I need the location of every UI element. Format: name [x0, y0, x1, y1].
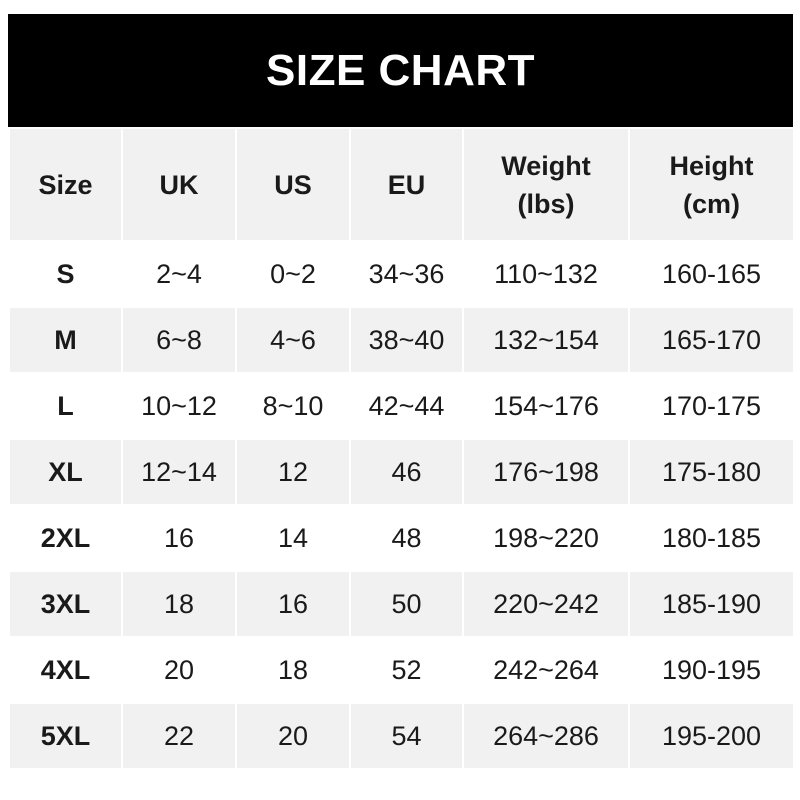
table-cell: 54: [349, 702, 464, 770]
size-label: 5XL: [8, 702, 123, 770]
size-label: 4XL: [8, 636, 123, 704]
column-header: US: [235, 127, 351, 242]
table-cell: 180-185: [628, 504, 795, 572]
table-row: 3XL 18 16 50 220~242 185-190: [8, 570, 795, 638]
table-cell: 198~220: [462, 504, 630, 572]
table-cell: 4~6: [235, 306, 351, 374]
table-cell: 38~40: [349, 306, 464, 374]
table-cell: 0~2: [235, 240, 351, 308]
column-header: EU: [349, 127, 464, 242]
table-cell: 50: [349, 570, 464, 638]
table-cell: 242~264: [462, 636, 630, 704]
table-cell: 16: [121, 504, 237, 572]
table-cell: 220~242: [462, 570, 630, 638]
size-label: L: [8, 372, 123, 440]
header-row: Size UK US EU Weight (lbs) Height (cm): [8, 127, 795, 242]
table-row: L 10~12 8~10 42~44 154~176 170-175: [8, 372, 795, 440]
table-row: XL 12~14 12 46 176~198 175-180: [8, 438, 795, 506]
table-cell: 154~176: [462, 372, 630, 440]
table-row: S 2~4 0~2 34~36 110~132 160-165: [8, 240, 795, 308]
table-cell: 12: [235, 438, 351, 506]
table-cell: 185-190: [628, 570, 795, 638]
table-row: 5XL 22 20 54 264~286 195-200: [8, 702, 795, 770]
table-cell: 20: [235, 702, 351, 770]
size-chart-table: Size UK US EU Weight (lbs) Height (cm) S 2~4 0~…: [8, 127, 795, 770]
table-cell: 110~132: [462, 240, 630, 308]
table-cell: 8~10: [235, 372, 351, 440]
table-cell: 22: [121, 702, 237, 770]
column-header: Height (cm): [628, 127, 795, 242]
table-row: M 6~8 4~6 38~40 132~154 165-170: [8, 306, 795, 374]
table-cell: 18: [235, 636, 351, 704]
size-label: M: [8, 306, 123, 374]
table-cell: 20: [121, 636, 237, 704]
table-row: 2XL 16 14 48 198~220 180-185: [8, 504, 795, 572]
column-header: Weight (lbs): [462, 127, 630, 242]
size-label: XL: [8, 438, 123, 506]
table-cell: 2~4: [121, 240, 237, 308]
column-header: Size: [8, 127, 123, 242]
table-cell: 175-180: [628, 438, 795, 506]
table-cell: 190-195: [628, 636, 795, 704]
table-cell: 34~36: [349, 240, 464, 308]
table-cell: 165-170: [628, 306, 795, 374]
table-cell: 170-175: [628, 372, 795, 440]
table-cell: 48: [349, 504, 464, 572]
table-cell: 10~12: [121, 372, 237, 440]
table-cell: 46: [349, 438, 464, 506]
table-cell: 16: [235, 570, 351, 638]
table-row: 4XL 20 18 52 242~264 190-195: [8, 636, 795, 704]
table-cell: 195-200: [628, 702, 795, 770]
table-cell: 6~8: [121, 306, 237, 374]
column-header: UK: [121, 127, 237, 242]
table-cell: 12~14: [121, 438, 237, 506]
table-cell: 18: [121, 570, 237, 638]
table-cell: 42~44: [349, 372, 464, 440]
table-cell: 176~198: [462, 438, 630, 506]
size-label: 3XL: [8, 570, 123, 638]
table-cell: 132~154: [462, 306, 630, 374]
table-cell: 160-165: [628, 240, 795, 308]
table-cell: 52: [349, 636, 464, 704]
size-label: S: [8, 240, 123, 308]
table-cell: 14: [235, 504, 351, 572]
size-label: 2XL: [8, 504, 123, 572]
table-cell: 264~286: [462, 702, 630, 770]
size-chart-title: SIZE CHART: [8, 14, 793, 127]
